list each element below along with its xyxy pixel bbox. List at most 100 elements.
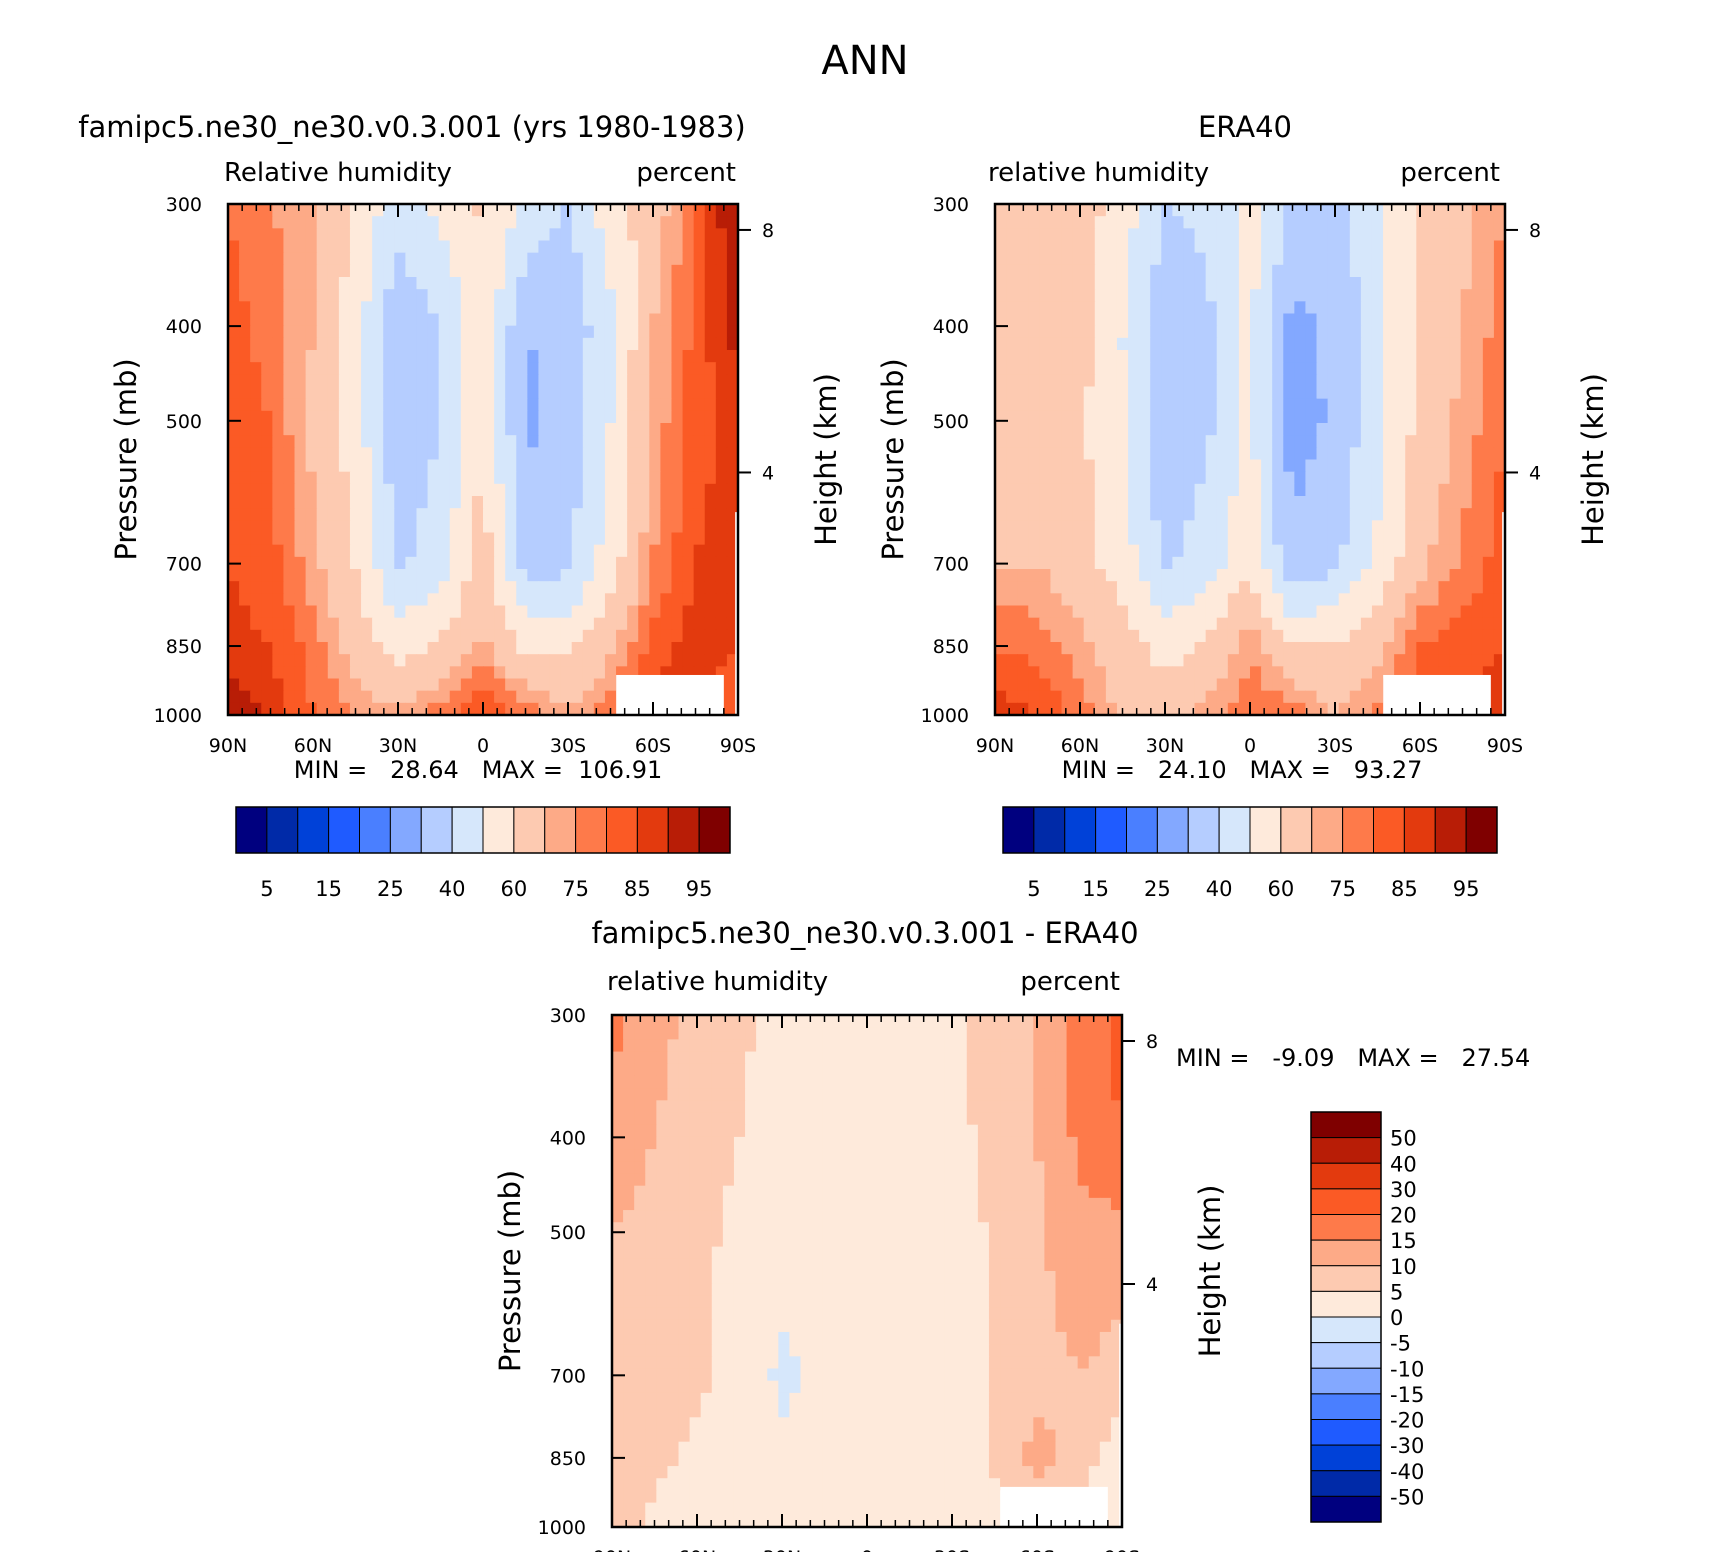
diff-cell: [733, 1246, 746, 1260]
obs-cell: [1383, 508, 1395, 521]
diff-cell: [1066, 1027, 1079, 1040]
obs-cell: [1427, 520, 1440, 534]
obs-cell: [1349, 350, 1362, 363]
model-cell: [494, 350, 506, 363]
diff-cell: [634, 1027, 646, 1040]
obs-cell: [1194, 289, 1207, 302]
model-cell: [272, 252, 285, 266]
obs-cell: [1371, 629, 1384, 643]
model-cell: [505, 240, 517, 254]
model-cell: [671, 569, 684, 582]
diff-cell: [678, 1222, 691, 1236]
obs-cell: [1305, 508, 1318, 521]
model-cell: [383, 386, 395, 400]
obs-cell: [1305, 362, 1318, 375]
model-y-tick-label: 1000: [154, 705, 202, 727]
model-cell: [272, 690, 285, 704]
diff-cell: [1099, 1136, 1112, 1150]
model-cell: [228, 702, 240, 716]
model-cell: [361, 374, 373, 388]
model-cell: [483, 216, 495, 229]
obs-cell: [1139, 629, 1151, 643]
obs-cell: [1449, 204, 1462, 217]
obs-cell: [1250, 581, 1262, 594]
model-cell: [682, 569, 695, 582]
model-cell: [228, 617, 240, 631]
obs-cell: [1460, 325, 1473, 339]
model-cell: [726, 337, 739, 351]
obs-cell: [1205, 544, 1218, 558]
model-cell: [261, 216, 273, 229]
model-cell: [660, 228, 673, 242]
obs-cell: [1139, 277, 1151, 290]
diff-cell: [1077, 1063, 1090, 1077]
model-cell: [505, 277, 517, 290]
obs-cell: [1039, 423, 1052, 436]
obs-cell: [1227, 702, 1240, 716]
obs-cell: [1294, 593, 1307, 607]
obs-cell: [1449, 642, 1462, 655]
obs-cell: [1205, 362, 1218, 375]
model-cell: [726, 301, 739, 315]
model-cell: [361, 350, 373, 363]
obs-cell: [1305, 471, 1318, 485]
diff-cell: [855, 1112, 868, 1126]
obs-cell: [1482, 605, 1495, 619]
obs-cell: [1072, 350, 1085, 363]
diff-cell: [977, 1075, 990, 1089]
model-cell: [349, 459, 362, 473]
diff-cell: [667, 1234, 680, 1248]
obs-cell: [1449, 386, 1462, 400]
diff-cell: [1022, 1149, 1034, 1162]
obs-cell: [1272, 508, 1284, 521]
obs-cell: [1316, 289, 1329, 302]
diff-cell: [867, 1039, 879, 1053]
diff-cell: [811, 1197, 824, 1211]
obs-cell: [1250, 301, 1262, 315]
model-cell: [427, 520, 440, 534]
model-cell: [305, 447, 318, 461]
obs-cell: [1250, 605, 1262, 619]
obs-cell: [1449, 508, 1462, 521]
model-cell: [239, 569, 251, 582]
obs-cell: [1405, 544, 1417, 558]
model-cell: [460, 313, 473, 327]
diff-cell: [634, 1124, 646, 1138]
obs-cell: [1482, 252, 1495, 266]
model-cell: [616, 350, 628, 363]
model-cell: [604, 556, 617, 570]
model-cell: [228, 520, 240, 534]
diff-cell: [745, 1210, 757, 1223]
model-cell: [460, 337, 473, 351]
obs-cell: [1471, 654, 1484, 667]
obs-cell: [1039, 204, 1052, 217]
model-cell: [627, 410, 639, 424]
obs-cell: [1139, 240, 1151, 254]
diff-cell: [711, 1136, 724, 1150]
diff-cell: [1000, 1039, 1012, 1053]
obs-x-tick-label: 60S: [1402, 735, 1438, 757]
diff-cell: [656, 1075, 669, 1089]
diff-cell: [889, 1149, 901, 1162]
obs-cell: [1360, 301, 1373, 315]
obs-cell: [1017, 459, 1029, 473]
obs-cell: [1216, 252, 1229, 266]
obs-cell: [1449, 337, 1462, 351]
obs-cell: [1493, 544, 1506, 558]
obs-cell: [1227, 569, 1240, 582]
obs-cell: [1394, 459, 1406, 473]
model-cell: [505, 569, 517, 582]
obs-cell: [1105, 350, 1118, 363]
obs-cell: [1017, 337, 1029, 351]
model-cell: [394, 496, 406, 509]
model-cell: [449, 228, 462, 242]
diff-cell: [645, 1027, 657, 1040]
obs-cell: [1261, 666, 1273, 680]
obs-cell: [1360, 605, 1373, 619]
obs-cell: [1383, 313, 1395, 327]
obs-cell: [1250, 337, 1262, 351]
diff-cell: [822, 1173, 835, 1187]
model-cell: [338, 678, 351, 692]
obs-cell: [1128, 398, 1140, 412]
obs-cell: [1161, 702, 1173, 716]
